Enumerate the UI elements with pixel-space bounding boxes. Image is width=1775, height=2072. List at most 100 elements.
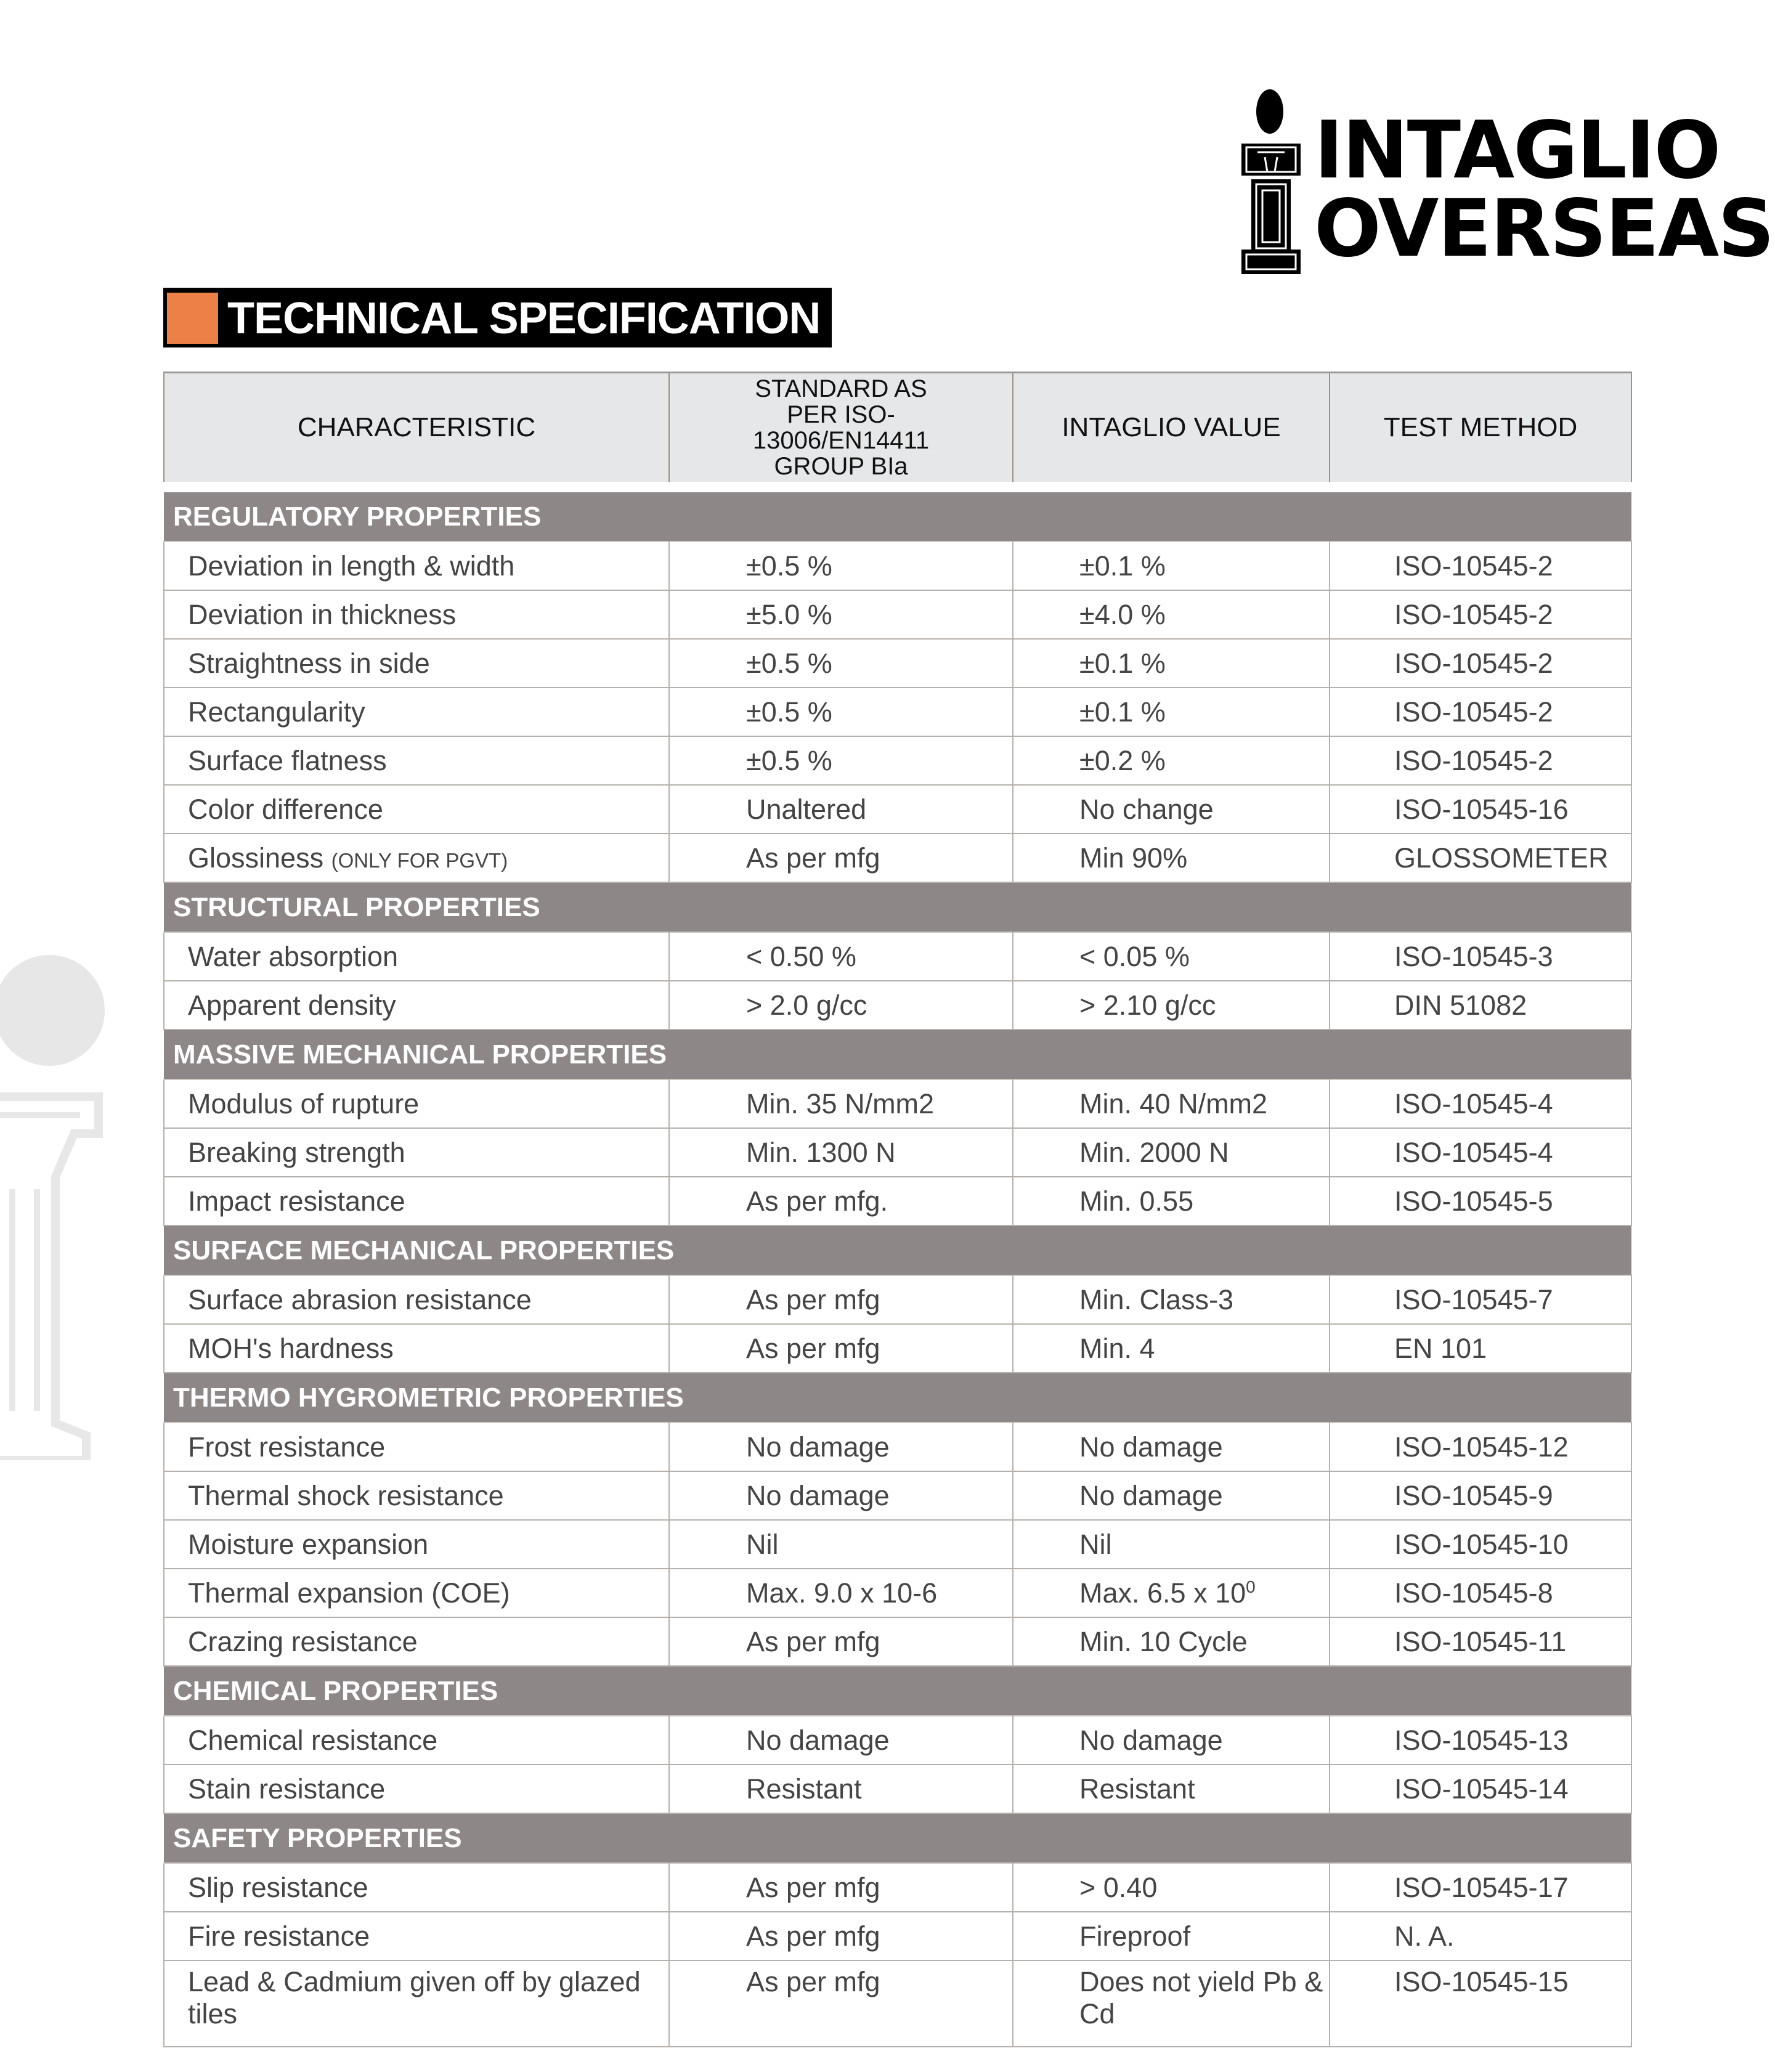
intaglio-value-text: Min. 4 [1079, 1332, 1155, 1364]
characteristic-cell: Thermal shock resistance [163, 1471, 670, 1521]
characteristic-text: Rectangularity [188, 696, 365, 728]
intaglio-value-cell: Does not yield Pb & Cd [1012, 1960, 1330, 2047]
group-header-row: THERMO HYGROMETRIC PROPERTIES [164, 1373, 1631, 1423]
table-row: MOH's hardness As per mfg Min. 4 EN 101 [163, 1323, 1632, 1373]
brand-logo: INTAGLIO OVERSEAS [1240, 88, 1774, 276]
characteristic-text: Slip resistance [188, 1871, 368, 1903]
intaglio-value-text: No damage [1079, 1724, 1223, 1756]
test-method-cell: EN 101 [1329, 1323, 1632, 1373]
header-intaglio-value: INTAGLIO VALUE [1012, 372, 1330, 482]
intaglio-value-cell: Min 90% [1012, 833, 1330, 883]
test-method-cell: ISO-10545-4 [1329, 1127, 1632, 1177]
characteristic-cell: Stain resistance [163, 1764, 670, 1814]
test-method-cell: ISO-10545-9 [1329, 1471, 1632, 1521]
characteristic-cell: Moisture expansion [163, 1519, 670, 1569]
characteristic-text: Fire resistance [188, 1920, 370, 1952]
characteristic-text: Breaking strength [188, 1136, 405, 1168]
table-row: Crazing resistance As per mfg Min. 10 Cycl… [163, 1617, 1632, 1667]
characteristic-text: Impact resistance [188, 1185, 405, 1217]
intaglio-value-text: Fireproof [1079, 1920, 1191, 1952]
intaglio-value-text: ±4.0 % [1079, 598, 1166, 630]
intaglio-value-text: No damage [1079, 1431, 1223, 1463]
standard-cell: No damage [668, 1715, 1013, 1765]
characteristic-text: Water absorption [188, 940, 398, 972]
intaglio-value-cell: Min. 0.55 [1012, 1176, 1330, 1226]
intaglio-value-text: No damage [1079, 1479, 1223, 1511]
characteristic-cell: Surface flatness [163, 736, 670, 786]
intaglio-value-text: Nil [1079, 1528, 1112, 1560]
table-row: Lead & Cadmium given off by glazed tiles… [163, 1960, 1632, 2047]
standard-cell: Min. 1300 N [668, 1127, 1013, 1177]
group-title: SURFACE MECHANICAL PROPERTIES [164, 1225, 1631, 1275]
header-standard: STANDARD AS PER ISO-13006/EN14411 GROUP … [668, 372, 1013, 482]
test-method-cell: ISO-10545-8 [1329, 1568, 1632, 1618]
table-row: Water absorption < 0.50 % < 0.05 % ISO-1054… [163, 932, 1632, 981]
characteristic-text: Apparent density [188, 989, 396, 1021]
table-row: Chemical resistance No damage No damage ISO… [163, 1715, 1632, 1765]
test-method-cell: ISO-10545-2 [1329, 590, 1632, 640]
brand-name-line2: OVERSEAS [1314, 183, 1774, 275]
standard-cell: < 0.50 % [668, 932, 1013, 981]
test-method-cell: ISO-10545-2 [1329, 736, 1632, 786]
test-method-cell: ISO-10545-2 [1329, 541, 1632, 591]
intaglio-value-cell: Min. 10 Cycle [1012, 1617, 1330, 1667]
intaglio-value-cell: Fireproof [1012, 1911, 1330, 1961]
characteristic-cell: Color difference [163, 784, 670, 834]
intaglio-value-cell: Min. 40 N/mm2 [1012, 1079, 1330, 1129]
intaglio-value-cell: Max. 6.5 x 100 [1012, 1568, 1330, 1618]
test-method-cell: GLOSSOMETER [1329, 833, 1632, 883]
test-method-cell: ISO-10545-2 [1329, 638, 1632, 688]
group-title: SAFETY PROPERTIES [164, 1813, 1631, 1863]
intaglio-value-text: ±0.2 % [1079, 744, 1166, 776]
watermark-column-icon [0, 955, 105, 1460]
group-title: MASSIVE MECHANICAL PROPERTIES [164, 1030, 1631, 1079]
standard-cell: As per mfg. [668, 1176, 1013, 1226]
table-row: Modulus of rupture Min. 35 N/mm2 Min. 40 N… [163, 1079, 1632, 1129]
standard-cell: Min. 35 N/mm2 [668, 1079, 1013, 1129]
group-title: STRUCTURAL PROPERTIES [164, 882, 1631, 932]
characteristic-text: Frost resistance [188, 1431, 386, 1463]
table-row: Straightness in side ±0.5 % ±0.1 % ISO-1054… [163, 638, 1632, 688]
group-title: REGULATORY PROPERTIES [164, 492, 1631, 542]
characteristic-text: Moisture expansion [188, 1528, 429, 1560]
intaglio-value-cell: No damage [1012, 1471, 1330, 1521]
characteristic-cell: Deviation in length & width [163, 541, 670, 591]
standard-cell: ±0.5 % [668, 638, 1013, 688]
standard-cell: As per mfg [668, 1960, 1013, 2047]
intaglio-value-text: No change [1079, 793, 1214, 825]
characteristic-cell: Water absorption [163, 932, 670, 981]
group-header-row: STRUCTURAL PROPERTIES [164, 882, 1631, 932]
group-title: THERMO HYGROMETRIC PROPERTIES [164, 1373, 1631, 1423]
table-header-row: CHARACTERISTIC STANDARD AS PER ISO-13006… [163, 372, 1632, 482]
characteristic-text: Thermal shock resistance [188, 1479, 504, 1511]
intaglio-value-text: Does not yield Pb & Cd [1079, 1966, 1323, 2029]
table-row: Deviation in length & width ±0.5 % ±0.1 % I… [163, 541, 1632, 591]
characteristic-cell: Slip resistance [163, 1863, 670, 1912]
brand-name-line1: INTAGLIO [1314, 105, 1721, 197]
group-title: CHEMICAL PROPERTIES [164, 1666, 1631, 1716]
standard-cell: Resistant [668, 1764, 1013, 1814]
characteristic-cell: Frost resistance [163, 1422, 670, 1472]
characteristic-cell: Modulus of rupture [163, 1079, 670, 1129]
intaglio-value-cell: ±0.1 % [1012, 541, 1330, 591]
intaglio-value-text: Min 90% [1079, 842, 1188, 874]
intaglio-value-text: Max. 6.5 x 10 [1079, 1577, 1246, 1609]
table-row: Rectangularity ±0.5 % ±0.1 % ISO-10545-2 [163, 687, 1632, 737]
intaglio-value-cell: Min. 4 [1012, 1323, 1330, 1373]
intaglio-value-cell: > 0.40 [1012, 1863, 1330, 1912]
test-method-cell: ISO-10545-12 [1329, 1422, 1632, 1472]
standard-cell: No damage [668, 1422, 1013, 1472]
standard-cell: > 2.0 g/cc [668, 980, 1013, 1030]
group-header-row: SAFETY PROPERTIES [164, 1813, 1631, 1863]
group-header-row: CHEMICAL PROPERTIES [164, 1666, 1631, 1716]
characteristic-cell: Chemical resistance [163, 1715, 670, 1765]
standard-cell: As per mfg [668, 1863, 1013, 1912]
characteristic-cell: Deviation in thickness [163, 590, 670, 640]
table-row: Deviation in thickness ±5.0 % ±4.0 % ISO-10… [163, 590, 1632, 640]
test-method-cell: ISO-10545-17 [1329, 1863, 1632, 1912]
standard-cell: ±5.0 % [668, 590, 1013, 640]
table-row: Surface abrasion resistance As per mfg Min… [163, 1275, 1632, 1325]
test-method-cell: ISO-10545-2 [1329, 687, 1632, 737]
title-accent-square [167, 293, 218, 344]
characteristic-text: Stain resistance [188, 1773, 386, 1805]
